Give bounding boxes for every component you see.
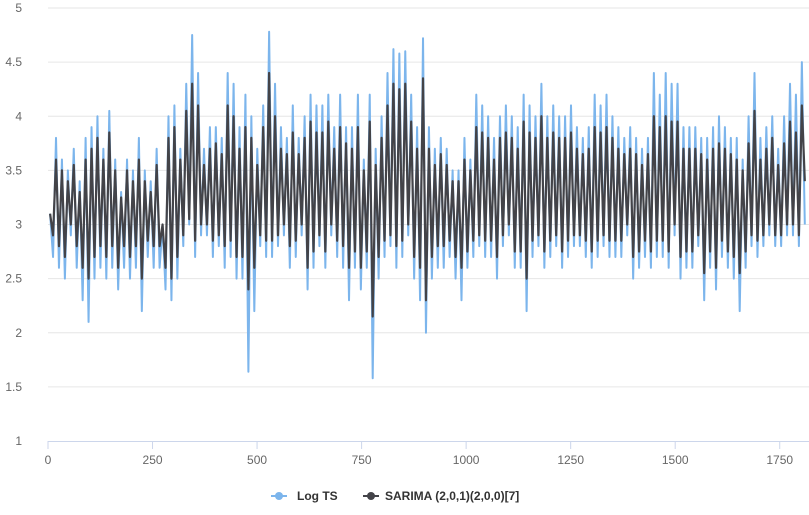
plot-area xyxy=(49,30,806,380)
x-tick-label: 250 xyxy=(143,453,163,467)
series-line-sarima[interactable] xyxy=(49,71,806,318)
y-tick-label: 3.5 xyxy=(5,163,22,177)
legend: Log TS SARIMA (2,0,1)(2,0,0)[7] xyxy=(271,489,519,503)
x-tick-label: 1250 xyxy=(557,453,584,467)
y-tick-label: 4 xyxy=(15,109,22,123)
legend-label-log-ts: Log TS xyxy=(297,489,338,503)
y-tick-label: 2 xyxy=(15,326,22,340)
y-tick-label: 3 xyxy=(15,218,22,232)
x-tick-label: 0 xyxy=(45,453,52,467)
legend-marker-log-ts xyxy=(275,492,283,500)
x-tick-label: 1750 xyxy=(766,453,793,467)
x-tick-label: 500 xyxy=(247,453,267,467)
axes: 1 1.5 2 2.5 3 3.5 4 4.5 5 0 250 500 750 1000 1250 1500 1… xyxy=(5,1,809,467)
legend-marker-sarima xyxy=(367,492,375,500)
x-tick-label: 1500 xyxy=(662,453,689,467)
legend-item-log-ts[interactable]: Log TS xyxy=(271,489,338,503)
legend-item-sarima[interactable]: SARIMA (2,0,1)(2,0,0)[7] xyxy=(363,489,519,503)
x-tick-label: 750 xyxy=(352,453,372,467)
x-tick-label: 1000 xyxy=(453,453,480,467)
y-tick-label: 4.5 xyxy=(5,55,22,69)
y-tick-label: 2.5 xyxy=(5,272,22,286)
y-tick-label: 1.5 xyxy=(5,380,22,394)
y-tick-label: 1 xyxy=(15,434,22,448)
y-tick-label: 5 xyxy=(15,1,22,15)
legend-label-sarima: SARIMA (2,0,1)(2,0,0)[7] xyxy=(385,489,519,503)
